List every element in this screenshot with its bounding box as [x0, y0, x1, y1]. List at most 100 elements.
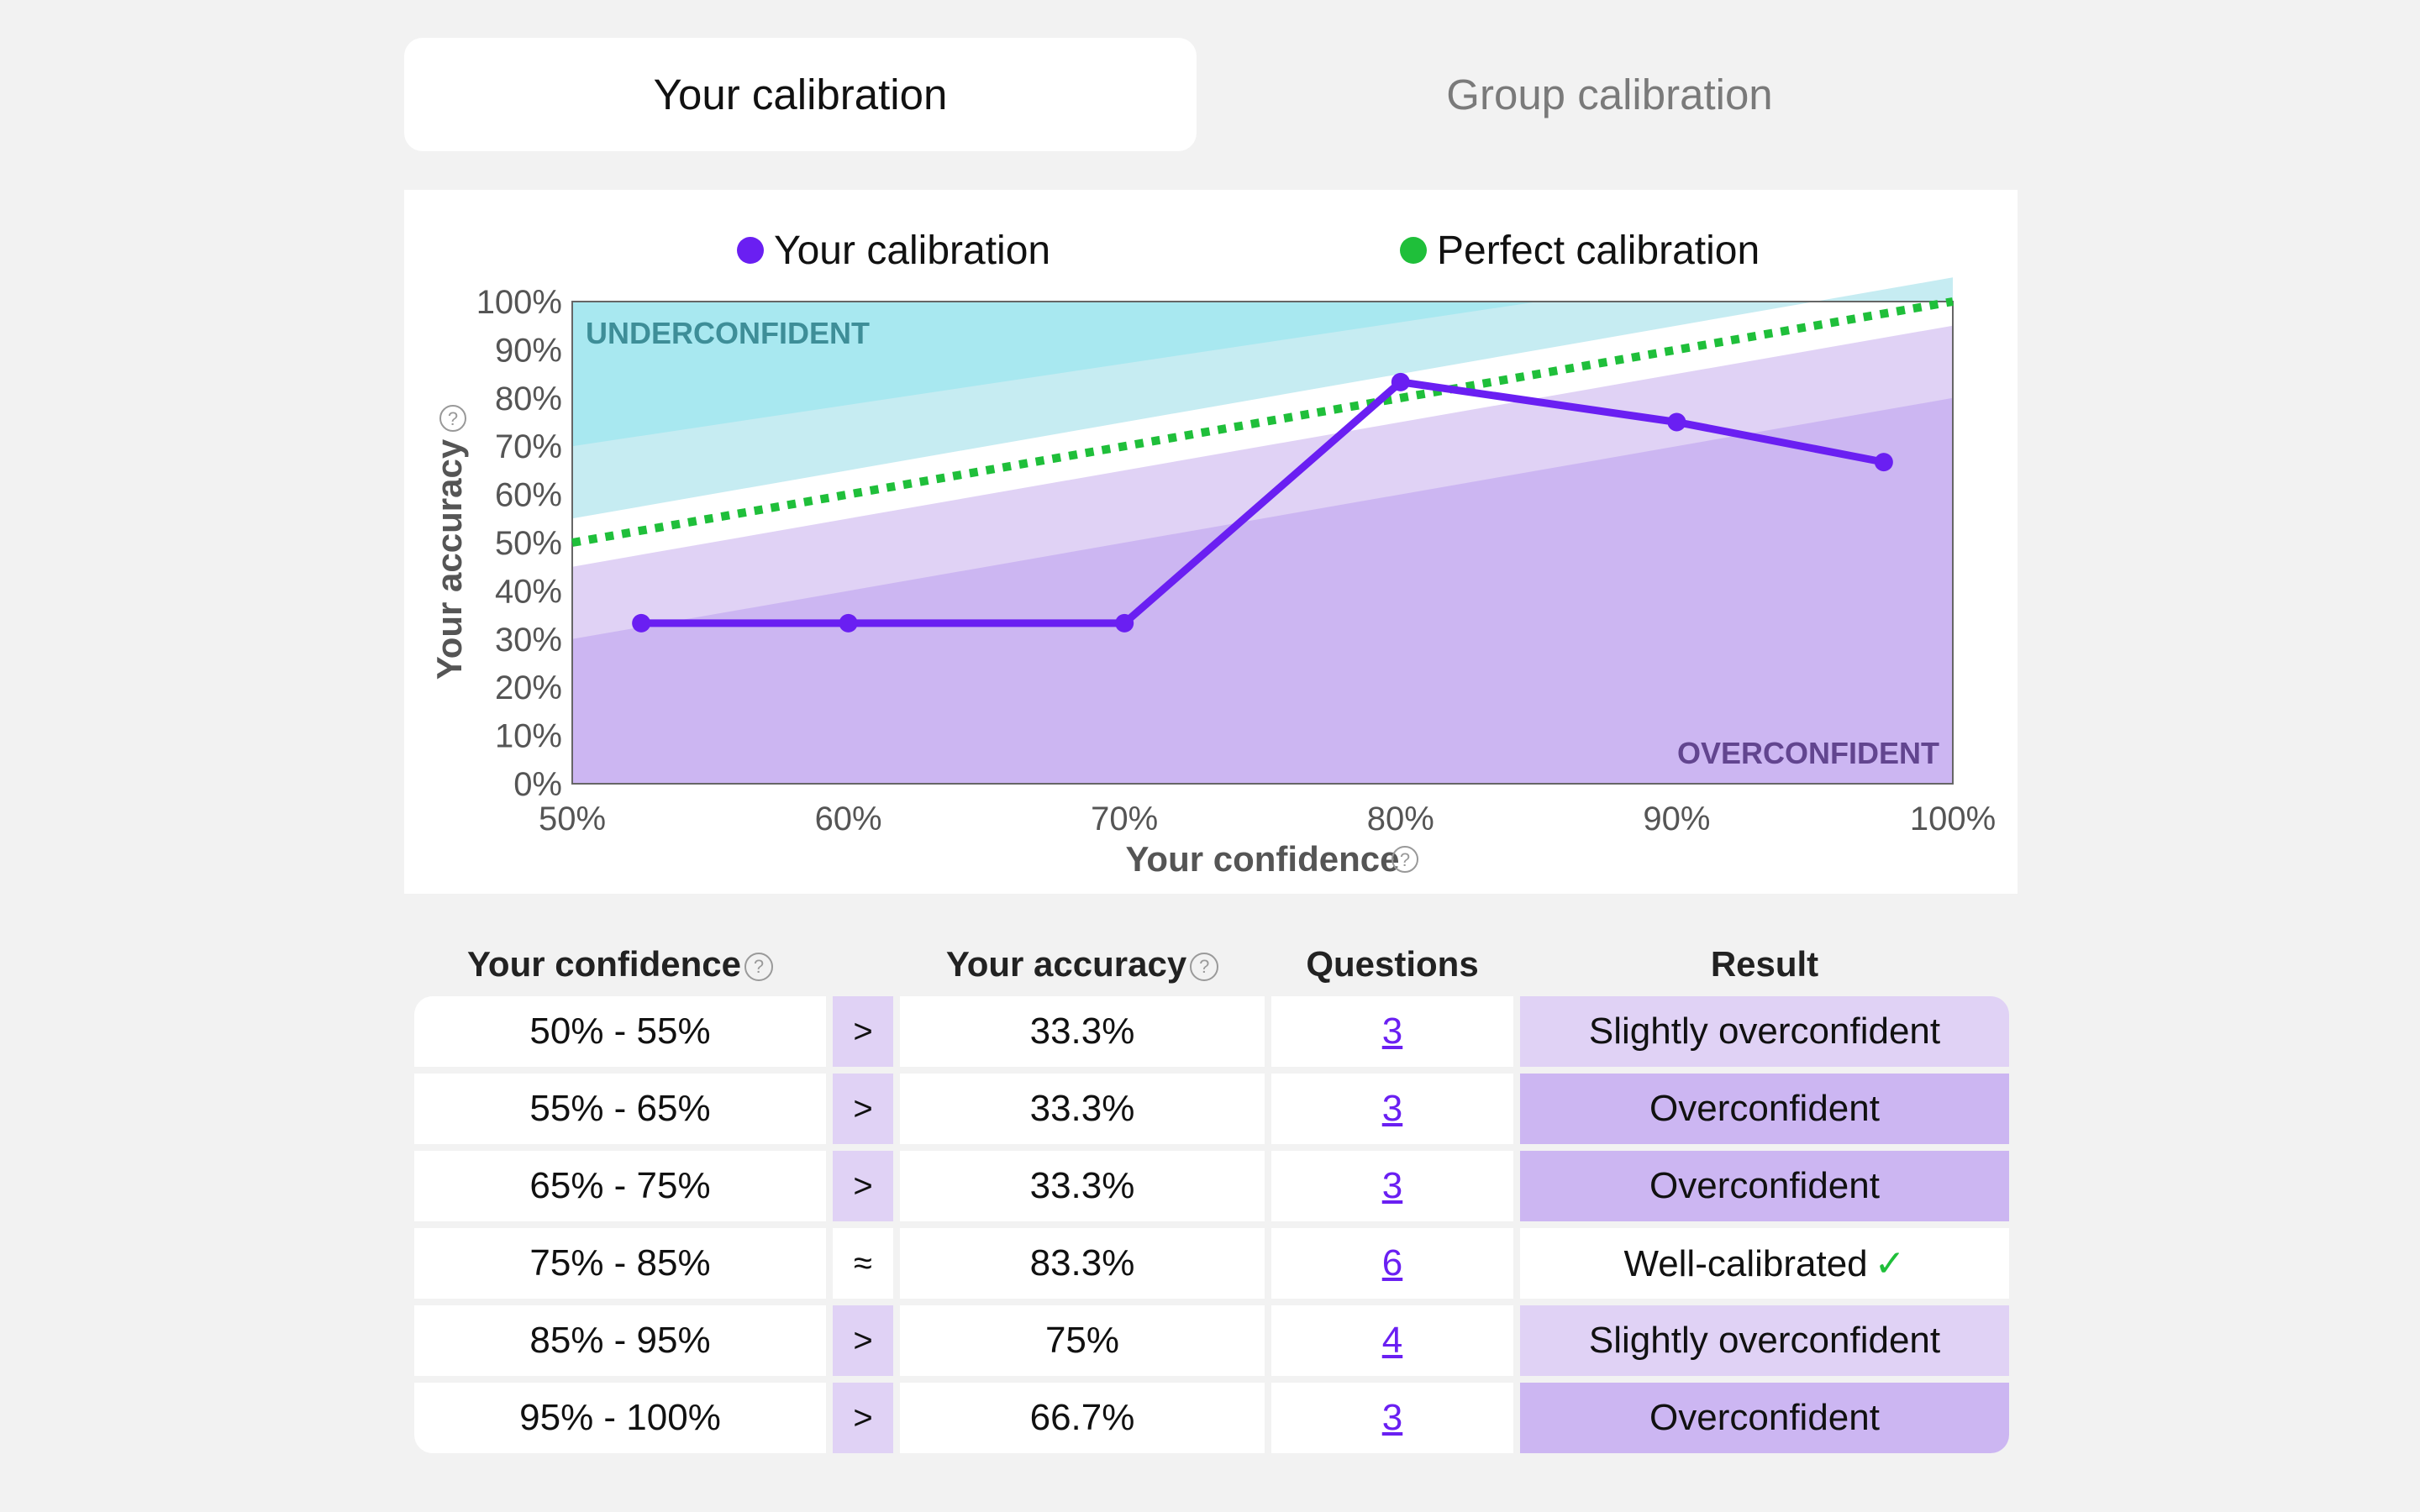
- table-row: 50% - 55% >33.3% 3 Slightly overconfident: [414, 996, 2009, 1067]
- confidence-range-cell: 65% - 75%: [414, 1151, 826, 1221]
- table-row: 85% - 95% >75% 4 Slightly overconfident: [414, 1305, 2009, 1376]
- y-tick-label: 90%: [495, 332, 562, 369]
- result-cell: Overconfident: [1520, 1151, 2009, 1221]
- result-label: Slightly overconfident: [1588, 1320, 1941, 1361]
- y-tick-label: 0%: [513, 766, 562, 803]
- calibration-chart: UNDERCONFIDENT OVERCONFIDENT 0% 10% 20% 30% 40…: [429, 228, 1996, 879]
- result-label: Overconfident: [1649, 1165, 1880, 1206]
- questions-cell: 3: [1271, 1151, 1513, 1221]
- questions-cell: 4: [1271, 1305, 1513, 1376]
- table-row: 55% - 65% >33.3% 3 Overconfident: [414, 1074, 2009, 1144]
- result-cell: Slightly overconfident: [1520, 1305, 2009, 1376]
- legend-your-calibration-marker: [737, 237, 764, 264]
- result-cell: Overconfident: [1520, 1383, 2009, 1453]
- comparison-symbol: ≈: [833, 1228, 893, 1299]
- perfect-calibration-line: [571, 297, 1954, 547]
- header-comparison: [833, 939, 893, 990]
- help-icon-glyph: ?: [448, 408, 458, 429]
- help-icon[interactable]: ?: [744, 952, 773, 981]
- y-tick-label: 50%: [495, 525, 562, 562]
- accuracy-cell: 33.3%: [900, 996, 1265, 1067]
- calibration-chart-card: UNDERCONFIDENT OVERCONFIDENT 0% 10% 20% 30% 40…: [404, 190, 2018, 894]
- table-row: 65% - 75% >33.3% 3 Overconfident: [414, 1151, 2009, 1221]
- questions-link[interactable]: 3: [1381, 1397, 1403, 1438]
- help-icon[interactable]: ?: [1190, 952, 1219, 981]
- strongly-overconfident-zone: [572, 397, 1953, 784]
- x-tick-label: 100%: [1910, 801, 1996, 837]
- your-calibration-point: [839, 613, 858, 633]
- questions-link[interactable]: 4: [1381, 1320, 1403, 1361]
- legend-perfect-calibration-marker: [1400, 237, 1427, 264]
- header-accuracy: Your accuracy?: [900, 939, 1265, 990]
- confidence-range-cell: 55% - 65%: [414, 1074, 826, 1144]
- accuracy-cell: 75%: [900, 1305, 1265, 1376]
- accuracy-cell: 33.3%: [900, 1074, 1265, 1144]
- y-tick-label: 30%: [495, 622, 562, 659]
- comparison-symbol: >: [833, 1305, 893, 1376]
- x-tick-label: 80%: [1367, 801, 1434, 837]
- calibration-table: Your confidence? Your accuracy? Question…: [408, 932, 2016, 1460]
- header-confidence: Your confidence?: [414, 939, 826, 990]
- x-tick-label: 50%: [539, 801, 606, 837]
- result-cell: Overconfident: [1520, 1074, 2009, 1144]
- y-tick-label: 70%: [495, 428, 562, 465]
- underconfident-label: UNDERCONFIDENT: [586, 316, 870, 350]
- questions-link[interactable]: 6: [1381, 1242, 1403, 1284]
- header-result: Result: [1710, 944, 1819, 984]
- result-label: Slightly overconfident: [1588, 1011, 1941, 1052]
- result-cell: Well-calibrated ✓: [1520, 1228, 2009, 1299]
- legend-your-calibration-label: Your calibration: [774, 228, 1050, 273]
- comparison-symbol: >: [833, 1151, 893, 1221]
- questions-cell: 3: [1271, 1074, 1513, 1144]
- result-label: Well-calibrated: [1623, 1242, 1868, 1284]
- y-tick-label: 20%: [495, 669, 562, 706]
- y-tick-label: 10%: [495, 718, 562, 755]
- questions-cell: 3: [1271, 1383, 1513, 1453]
- questions-cell: 6: [1271, 1228, 1513, 1299]
- y-tick-label: 60%: [495, 477, 562, 514]
- help-icon: [439, 405, 466, 432]
- your-calibration-point: [1874, 453, 1893, 472]
- accuracy-cell: 83.3%: [900, 1228, 1265, 1299]
- your-calibration-point: [632, 613, 651, 633]
- tab-your-calibration[interactable]: Your calibration: [404, 38, 1197, 151]
- accuracy-cell: 33.3%: [900, 1151, 1265, 1221]
- x-tick-label: 70%: [1091, 801, 1158, 837]
- table-row: 75% - 85% ≈83.3% 6 Well-calibrated ✓: [414, 1228, 2009, 1299]
- y-tick-label: 40%: [495, 573, 562, 610]
- x-axis-title: Your confidence: [1126, 839, 1400, 879]
- accuracy-cell: 66.7%: [900, 1383, 1265, 1453]
- result-cell: Slightly overconfident: [1520, 996, 2009, 1067]
- your-calibration-point: [1115, 613, 1134, 633]
- questions-cell: 3: [1271, 996, 1513, 1067]
- confidence-range-cell: 50% - 55%: [414, 996, 826, 1067]
- calibration-tabs: Your calibration Group calibration: [404, 38, 2016, 151]
- your-calibration-point: [1391, 372, 1410, 391]
- y-tick-label: 100%: [476, 284, 562, 321]
- y-axis-title: Your accuracy: [429, 438, 469, 680]
- result-label: Overconfident: [1649, 1397, 1880, 1438]
- comparison-symbol: >: [833, 1074, 893, 1144]
- table-header-row: Your confidence? Your accuracy? Question…: [414, 939, 2009, 990]
- x-tick-label: 90%: [1643, 801, 1710, 837]
- questions-link[interactable]: 3: [1381, 1011, 1403, 1052]
- your-calibration-line: [641, 378, 1885, 627]
- help-icon: [1392, 846, 1418, 873]
- overconfident-label: OVERCONFIDENT: [1677, 736, 1939, 770]
- tab-group-calibration[interactable]: Group calibration: [1446, 71, 1773, 118]
- table-row: 95% - 100% >66.7% 3 Overconfident: [414, 1383, 2009, 1453]
- confidence-range-cell: 85% - 95%: [414, 1305, 826, 1376]
- header-questions: Questions: [1306, 944, 1479, 984]
- comparison-symbol: >: [833, 996, 893, 1067]
- confidence-range-cell: 75% - 85%: [414, 1228, 826, 1299]
- help-icon-glyph: ?: [1400, 849, 1410, 870]
- questions-link[interactable]: 3: [1381, 1165, 1403, 1206]
- x-tick-label: 60%: [815, 801, 882, 837]
- your-calibration-point: [1667, 412, 1686, 432]
- questions-link[interactable]: 3: [1381, 1088, 1403, 1129]
- check-icon: ✓: [1874, 1242, 1906, 1284]
- result-label: Overconfident: [1649, 1088, 1880, 1129]
- y-tick-label: 80%: [495, 381, 562, 417]
- comparison-symbol: >: [833, 1383, 893, 1453]
- legend-perfect-calibration-label: Perfect calibration: [1437, 228, 1760, 273]
